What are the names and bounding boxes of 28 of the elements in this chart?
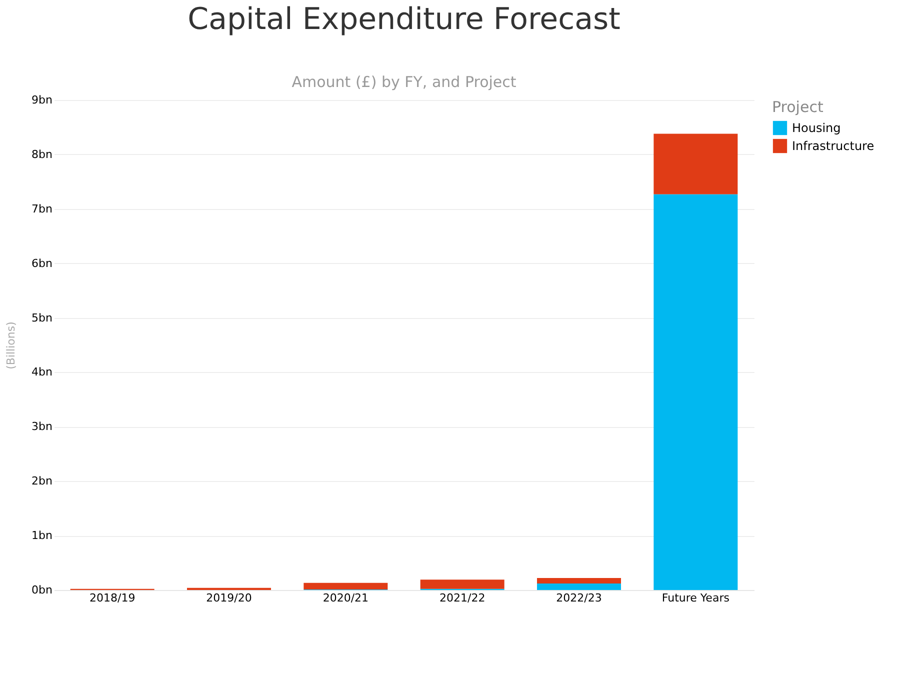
y-tick-label: 4bn	[32, 366, 53, 379]
y-tick-label: 9bn	[32, 94, 53, 106]
x-tick-label: 2020/21	[322, 592, 369, 604]
bar	[537, 583, 621, 590]
x-tick-label: 2021/22	[439, 592, 486, 604]
bar	[420, 580, 504, 589]
bar	[654, 134, 738, 194]
chart-subtitle: Amount (£) by FY, and Project	[292, 73, 516, 91]
chart-title: Capital Expenditure Forecast	[188, 2, 621, 37]
legend-label: Housing	[792, 121, 841, 135]
bar	[654, 194, 738, 590]
legend-title: Project	[772, 98, 824, 116]
bar	[304, 582, 388, 590]
bar	[537, 578, 621, 584]
y-tick-label: 2bn	[32, 474, 53, 488]
y-tick-label: 5bn	[32, 311, 53, 324]
x-tick-label: 2022/23	[556, 592, 602, 604]
y-tick-label: 3bn	[32, 420, 53, 434]
y-tick-label: 0bn	[32, 584, 53, 596]
x-tick-label: 2018/19	[89, 592, 136, 604]
y-tick-label: 8bn	[32, 148, 53, 161]
y-tick-label: 6bn	[32, 256, 53, 270]
x-tick-label: 2019/20	[206, 592, 252, 604]
x-tick-label: Future Years	[662, 592, 730, 604]
legend-label: Infrastructure	[792, 139, 874, 153]
y-tick-label: 1bn	[32, 529, 53, 542]
y-axis-title: (Billions)	[4, 322, 18, 370]
y-tick-label: 7bn	[32, 202, 53, 216]
